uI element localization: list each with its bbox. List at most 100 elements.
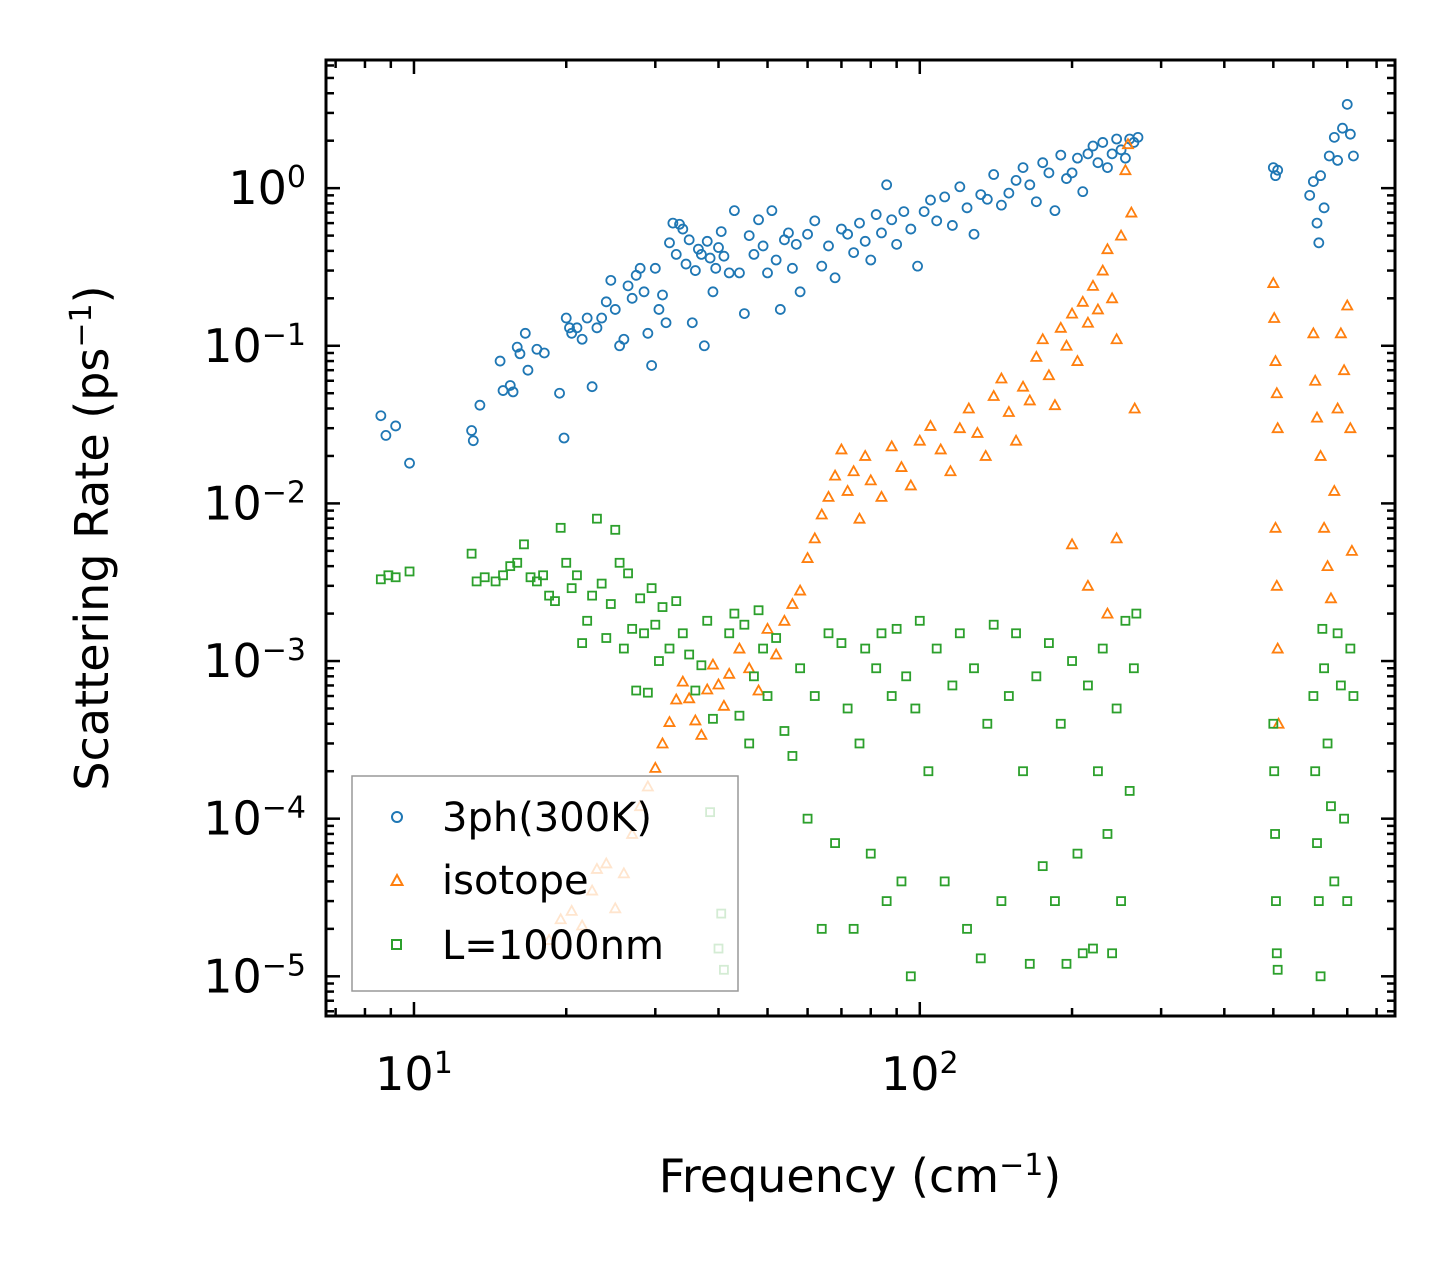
x-axis-title: Frequency (cm−1) bbox=[659, 1148, 1062, 1204]
point-s1-12 bbox=[648, 761, 662, 773]
point-s2-73 bbox=[848, 923, 859, 934]
point-s1-28 bbox=[760, 622, 775, 634]
point-s2-144 bbox=[1348, 691, 1359, 701]
point-s0-74 bbox=[774, 304, 786, 315]
y-axis-title-main: Scattering Rate (ps bbox=[65, 348, 119, 791]
point-s1-105 bbox=[1334, 326, 1348, 339]
point-s2-11 bbox=[519, 539, 529, 550]
point-s1-80 bbox=[1121, 137, 1135, 150]
point-s2-47 bbox=[702, 615, 713, 626]
point-s0-79 bbox=[794, 286, 806, 298]
y-tick-exp-5: −5 bbox=[262, 948, 306, 983]
point-s0-83 bbox=[823, 240, 834, 252]
point-s2-92 bbox=[962, 923, 972, 934]
point-s0-9 bbox=[504, 380, 516, 391]
series-layer bbox=[375, 98, 1359, 982]
point-s2-88 bbox=[931, 643, 942, 654]
point-s0-45 bbox=[667, 217, 679, 229]
point-s1-44 bbox=[874, 490, 889, 502]
point-s0-123 bbox=[1077, 186, 1089, 198]
point-s0-137 bbox=[1270, 170, 1281, 182]
point-s0-32 bbox=[618, 333, 630, 345]
point-s0-81 bbox=[809, 215, 821, 227]
point-s2-103 bbox=[1037, 861, 1048, 872]
point-s2-38 bbox=[650, 619, 661, 630]
point-s0-98 bbox=[912, 260, 923, 272]
point-s1-19 bbox=[694, 728, 708, 740]
point-s1-20 bbox=[700, 682, 714, 695]
point-s2-99 bbox=[1011, 628, 1021, 639]
point-s2-46 bbox=[696, 660, 707, 671]
point-s0-34 bbox=[626, 292, 638, 304]
point-s0-12 bbox=[514, 348, 526, 360]
point-s2-78 bbox=[876, 628, 887, 639]
point-s2-72 bbox=[842, 703, 853, 714]
point-s2-15 bbox=[544, 590, 555, 601]
y-axis-title: Scattering Rate (ps−1) bbox=[64, 285, 120, 790]
x-tick-exp-1: 2 bbox=[940, 1046, 959, 1081]
point-s0-131 bbox=[1115, 144, 1127, 156]
point-s1-21 bbox=[706, 657, 720, 670]
point-s0-37 bbox=[638, 286, 650, 298]
point-s1-51 bbox=[943, 464, 958, 477]
point-s1-100 bbox=[1317, 520, 1331, 533]
point-s2-102 bbox=[1031, 671, 1042, 682]
point-s0-94 bbox=[886, 214, 898, 226]
point-s1-92 bbox=[1268, 520, 1283, 533]
point-s1-32 bbox=[793, 583, 807, 596]
point-s0-70 bbox=[757, 240, 769, 252]
point-s2-77 bbox=[871, 663, 882, 674]
point-s1-50 bbox=[934, 442, 948, 455]
point-s2-7 bbox=[490, 576, 501, 587]
point-s0-66 bbox=[738, 308, 750, 319]
point-s1-43 bbox=[864, 473, 878, 486]
point-s1-66 bbox=[1054, 320, 1068, 333]
point-s1-86 bbox=[1110, 531, 1124, 544]
x-axis-title-end: ) bbox=[1043, 1149, 1061, 1203]
point-s0-58 bbox=[707, 286, 719, 298]
y-tick-exp-0: 0 bbox=[287, 160, 306, 195]
x-tick-label-1: 102 bbox=[881, 1046, 959, 1102]
point-s0-28 bbox=[600, 296, 612, 308]
point-s2-87 bbox=[923, 766, 934, 777]
point-s1-106 bbox=[1337, 363, 1351, 376]
point-s1-45 bbox=[885, 439, 899, 452]
point-s2-37 bbox=[646, 583, 657, 594]
point-s0-146 bbox=[1328, 131, 1340, 143]
x-axis-title-sup: −1 bbox=[999, 1148, 1043, 1183]
point-s2-114 bbox=[1097, 643, 1108, 654]
point-s1-67 bbox=[1059, 338, 1074, 351]
point-s2-79 bbox=[881, 896, 892, 906]
legend-marker-isotope bbox=[389, 872, 405, 886]
point-s1-78 bbox=[1114, 228, 1128, 241]
point-s0-41 bbox=[653, 304, 665, 315]
point-s0-122 bbox=[1072, 152, 1083, 164]
point-s1-17 bbox=[682, 691, 696, 704]
point-s1-33 bbox=[801, 551, 815, 563]
point-s0-132 bbox=[1120, 152, 1131, 164]
point-s2-113 bbox=[1093, 766, 1103, 777]
point-s1-25 bbox=[732, 641, 746, 654]
point-s1-15 bbox=[669, 692, 683, 705]
point-s1-96 bbox=[1306, 326, 1320, 339]
point-s1-40 bbox=[847, 464, 861, 477]
point-s2-29 bbox=[614, 557, 625, 568]
point-s0-27 bbox=[596, 312, 608, 324]
y-axis-title-sup: −1 bbox=[64, 303, 99, 347]
point-s2-41 bbox=[664, 643, 675, 654]
point-s0-59 bbox=[710, 262, 722, 274]
point-s2-70 bbox=[830, 838, 840, 848]
point-s0-95 bbox=[891, 238, 903, 250]
point-s1-85 bbox=[1100, 606, 1115, 619]
point-s0-19 bbox=[560, 312, 572, 324]
point-s2-44 bbox=[684, 649, 695, 660]
point-s2-59 bbox=[753, 605, 764, 616]
point-s0-88 bbox=[854, 217, 865, 229]
point-s2-91 bbox=[954, 628, 965, 639]
point-s0-109 bbox=[988, 169, 1000, 180]
point-s0-113 bbox=[1017, 162, 1029, 173]
point-s2-106 bbox=[1055, 718, 1066, 729]
point-s2-53 bbox=[724, 628, 735, 639]
point-s2-115 bbox=[1102, 829, 1113, 839]
